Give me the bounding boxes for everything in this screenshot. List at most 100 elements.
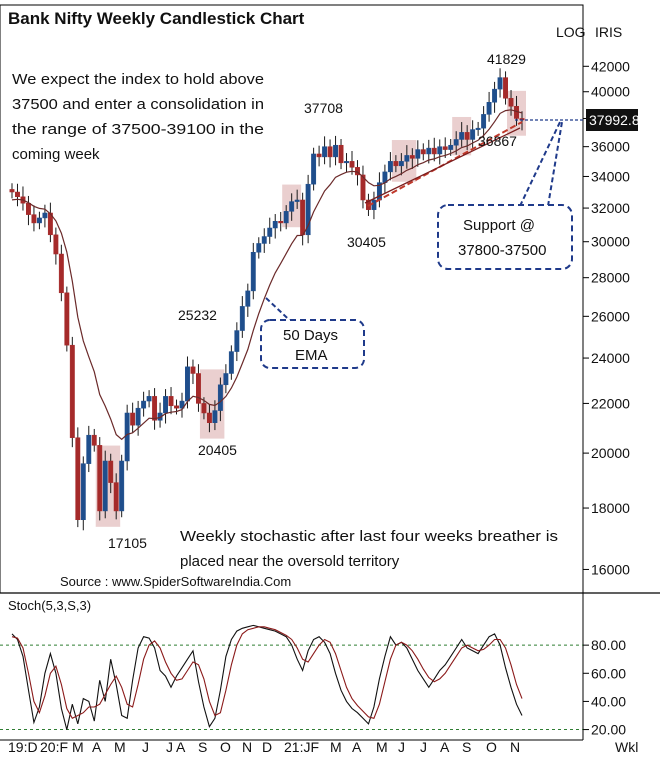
candle-body [185,366,190,402]
support-callout [437,204,573,270]
candle-body [217,384,223,411]
time-axis-label: M [114,739,126,755]
candle-body [201,403,207,414]
candle-body [174,405,179,409]
time-axis-label: 21:JF [284,739,319,755]
time-axis-label: D [262,739,272,755]
stochastic-note-line1: Weekly stochastic after last four weeks … [180,528,558,545]
svg-text:We expect the index to hold ab: We expect the index to hold above [12,71,264,88]
support-callout-line2: 37800-37500 [458,242,546,259]
candle-body [152,396,158,421]
candle-body [344,161,349,164]
price-tick-label: 28000 [591,270,630,286]
stochastic-tick-label: 20.00 [591,722,626,738]
time-axis-label: O [220,739,231,755]
candle-body [349,161,355,168]
price-label-36867: 36867 [478,133,517,149]
candle-body [305,183,311,236]
candle-body [47,212,53,236]
candle-body [272,221,278,229]
candle-body [239,306,245,331]
time-axis-label: A [352,739,362,755]
time-axis-label: J [166,739,173,755]
candle-body [338,144,344,164]
price-tick-label: 16000 [591,561,630,577]
candle-body [228,351,234,374]
candle-body [300,199,306,236]
time-axis-label: N [510,739,520,755]
candle-body [459,132,465,140]
candle-body [278,221,284,224]
price-tick-label: 42000 [591,58,630,74]
support-pointer [519,121,563,207]
candle-body [212,410,218,423]
candle-body [168,396,174,407]
price-tick-label: 18000 [591,500,630,516]
candle-body [36,217,42,224]
candle-body [464,132,470,140]
time-axis-unit: Wkl [615,739,638,755]
candle-body [261,236,267,244]
candle-body [223,373,229,386]
time-axis-label: S [462,739,471,755]
candle-body [179,400,185,409]
time-axis-label: J [398,739,405,755]
time-axis-labels: 19:D 20:F M A M J J A S O N D 21:JF M A M J J A S O N [8,739,520,755]
stochastic-k-line [11,624,523,730]
candle-body [42,212,48,219]
candle-body [294,199,300,202]
stochastic-note-line2: placed near the oversold territory [180,553,400,570]
candle-body [322,146,328,158]
candle-body [481,114,487,129]
candle-body [256,243,262,253]
time-axis-label: A [92,739,102,755]
candle-body [393,161,399,167]
price-label-20405: 20405 [198,442,237,458]
candle-body [360,174,366,201]
candle-body [69,344,75,438]
support-trendline [367,121,523,207]
stochastic-title: Stoch(5,3,S,3) [8,598,91,613]
time-axis-label: O [486,739,497,755]
candle-body [124,412,130,462]
candle-body [206,412,212,423]
time-axis-label: J [420,739,427,755]
price-label-30405: 30405 [347,234,386,250]
candles [9,68,525,531]
stochastic-axis-ticks: 80.00 60.00 40.00 20.00 [583,637,626,738]
candle-body [426,147,432,155]
ema-callout-line2: EMA [295,347,328,364]
candle-body [333,144,338,158]
candle-body [448,144,454,150]
candle-body [26,202,31,215]
candle-body [404,155,410,162]
candle-body [141,400,147,409]
price-tick-label: 26000 [591,308,630,324]
expectation-note: We expect the index to hold above 37500 … [12,71,264,163]
stochastic-tick-label: 80.00 [591,637,626,653]
time-axis-label: M [376,739,388,755]
candle-body [75,437,81,521]
price-axis-ticks: 4200040000380003600034000320003000028000… [583,58,630,577]
stochastic-tick-label: 60.00 [591,665,626,681]
svg-text:37500 and enter a consolidatio: 37500 and enter a consolidation in [12,96,264,113]
candle-body [283,211,289,224]
time-axis-label: 19:D [8,739,38,755]
candle-body [508,98,514,107]
candle-body [420,149,426,155]
time-axis-label: A [176,739,186,755]
log-scale-label: LOG [556,24,586,40]
ema-callout-line1: 50 Days [283,327,338,344]
candle-body [387,161,393,173]
price-tick-label: 30000 [591,234,630,250]
candle-body [431,147,437,155]
price-tick-label: 32000 [591,200,630,216]
candle-body [234,330,240,352]
time-axis-label: A [440,739,450,755]
svg-text:coming week: coming week [12,146,100,163]
ema-50-line [11,109,523,441]
candle-body [196,373,201,404]
candle-body [119,460,125,512]
time-axis-label: M [72,739,84,755]
